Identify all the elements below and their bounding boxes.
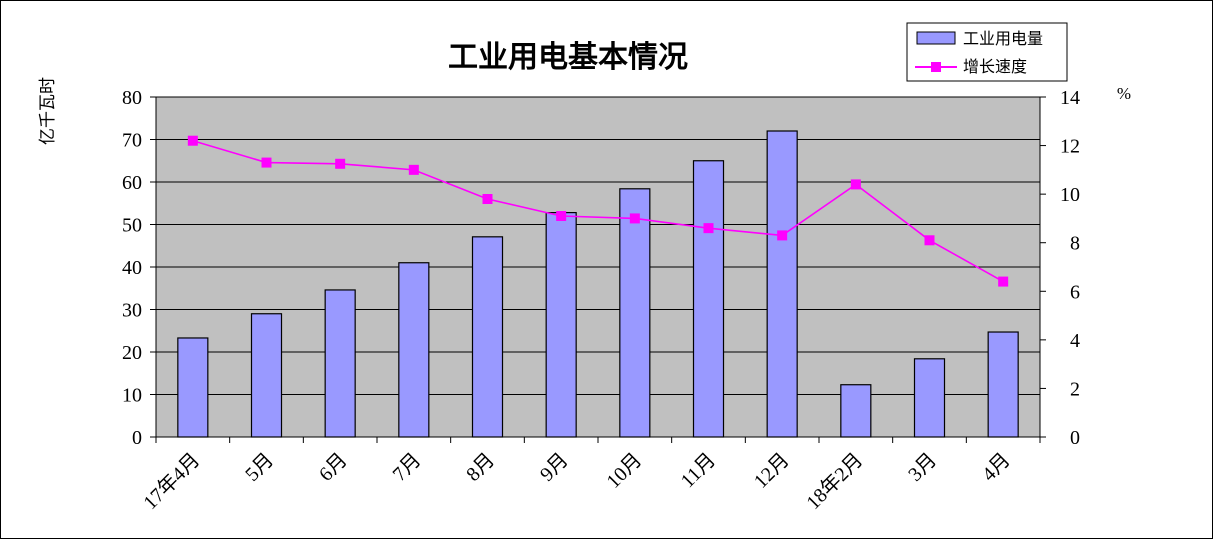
- category-label: 10月: [603, 449, 647, 493]
- right-tick-label: 8: [1070, 233, 1080, 255]
- category-label: 11月: [677, 449, 720, 492]
- category-label: 18年2月: [802, 448, 868, 514]
- left-axis-label: 亿千瓦时: [38, 77, 57, 145]
- left-tick-label: 80: [122, 87, 142, 109]
- category-label: 17年4月: [139, 448, 205, 514]
- line-marker: [335, 158, 346, 169]
- bar: [766, 130, 798, 438]
- bar: [913, 358, 946, 438]
- bar: [324, 289, 356, 438]
- category-label: 8月: [462, 449, 499, 486]
- category-label: 6月: [315, 449, 352, 486]
- right-axis-label: %: [1117, 84, 1131, 103]
- category-label: 7月: [389, 449, 426, 486]
- legend-line-marker: [931, 62, 941, 72]
- right-axis-ticks: 0 2 4 6 8 10 12 14: [1060, 87, 1080, 449]
- left-tick-label: 20: [122, 342, 142, 364]
- category-label: 3月: [904, 449, 941, 486]
- left-tick-label: 0: [132, 427, 142, 449]
- line-marker: [482, 194, 493, 204]
- bar: [177, 337, 209, 438]
- right-tick-label: 10: [1060, 184, 1080, 206]
- line-marker: [556, 211, 567, 221]
- line-marker: [629, 213, 640, 224]
- bar: [398, 262, 430, 438]
- legend-line-label: 增长速度: [963, 57, 1027, 76]
- line-marker: [408, 164, 419, 175]
- category-label: 4月: [978, 449, 1015, 486]
- right-tick-label: 0: [1070, 427, 1080, 449]
- bar: [987, 331, 1019, 438]
- legend-bar-label: 工业用电量: [963, 29, 1043, 48]
- category-label: 9月: [536, 449, 573, 486]
- growth-line: [192, 139, 1004, 283]
- left-tick-label: 40: [122, 257, 142, 279]
- chart-title: 工业用电基本情况: [448, 41, 688, 74]
- category-label: 12月: [750, 449, 794, 493]
- bar: [545, 212, 577, 438]
- line-series: [187, 135, 1009, 287]
- left-tick-label: 30: [122, 300, 142, 322]
- category-label: 5月: [241, 449, 278, 486]
- right-tick-label: 6: [1070, 281, 1080, 303]
- right-tick-label: 12: [1060, 136, 1080, 158]
- right-tick-label: 4: [1070, 330, 1080, 352]
- bar-series: [177, 130, 1019, 438]
- axes: [150, 96, 1046, 443]
- line-marker: [703, 223, 714, 234]
- bar: [619, 188, 651, 438]
- left-axis-ticks: 0 10 20 30 40 50 60 70 80: [122, 87, 142, 449]
- line-marker: [261, 157, 272, 168]
- bar: [840, 384, 872, 438]
- legend: 工业用电量 增长速度: [906, 22, 1068, 82]
- line-marker: [187, 135, 198, 146]
- left-tick-label: 50: [122, 215, 142, 237]
- right-tick-label: 14: [1060, 87, 1080, 109]
- right-tick-label: 2: [1070, 378, 1080, 400]
- line-marker: [998, 276, 1009, 287]
- line-marker: [924, 235, 935, 246]
- gridlines: [156, 96, 1040, 395]
- bar: [692, 160, 725, 438]
- legend-bar-swatch: [916, 31, 956, 45]
- left-tick-label: 60: [122, 172, 142, 194]
- line-marker: [850, 179, 861, 190]
- bar: [250, 313, 283, 438]
- category-labels: 17年4月 5月 6月 7月 8月 9月 10月 11月 12月 18年2月 3月 4月: [139, 448, 1015, 514]
- left-tick-label: 10: [122, 385, 142, 407]
- line-marker: [777, 230, 788, 241]
- left-tick-label: 70: [122, 130, 142, 152]
- bar: [471, 236, 504, 438]
